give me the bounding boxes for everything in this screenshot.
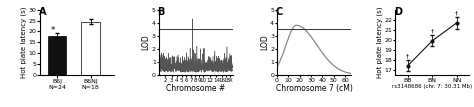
X-axis label: Chromosome #: Chromosome # (166, 84, 225, 93)
X-axis label: Chromosome 7 (cM): Chromosome 7 (cM) (275, 84, 352, 93)
Text: *: * (51, 26, 55, 35)
Bar (82, 22, 100, 75)
X-axis label: rs3148686 (chr. 7: 30.31 Mb): rs3148686 (chr. 7: 30.31 Mb) (392, 84, 473, 89)
Text: †: † (431, 29, 434, 34)
Bar (48, 36, 66, 75)
Y-axis label: LOD: LOD (141, 34, 150, 50)
Y-axis label: Hot plate latency (s): Hot plate latency (s) (20, 7, 27, 78)
Y-axis label: LOD: LOD (260, 34, 269, 50)
Text: D: D (394, 7, 402, 17)
Text: †: † (406, 54, 409, 59)
Text: C: C (275, 7, 283, 17)
Point (453, 22, 461, 24)
Point (428, 40, 436, 42)
Point (404, 65, 411, 67)
Text: B: B (157, 7, 164, 17)
Text: A: A (39, 7, 46, 17)
Text: †: † (456, 10, 458, 15)
Y-axis label: Hot plate latency (s): Hot plate latency (s) (377, 7, 383, 78)
